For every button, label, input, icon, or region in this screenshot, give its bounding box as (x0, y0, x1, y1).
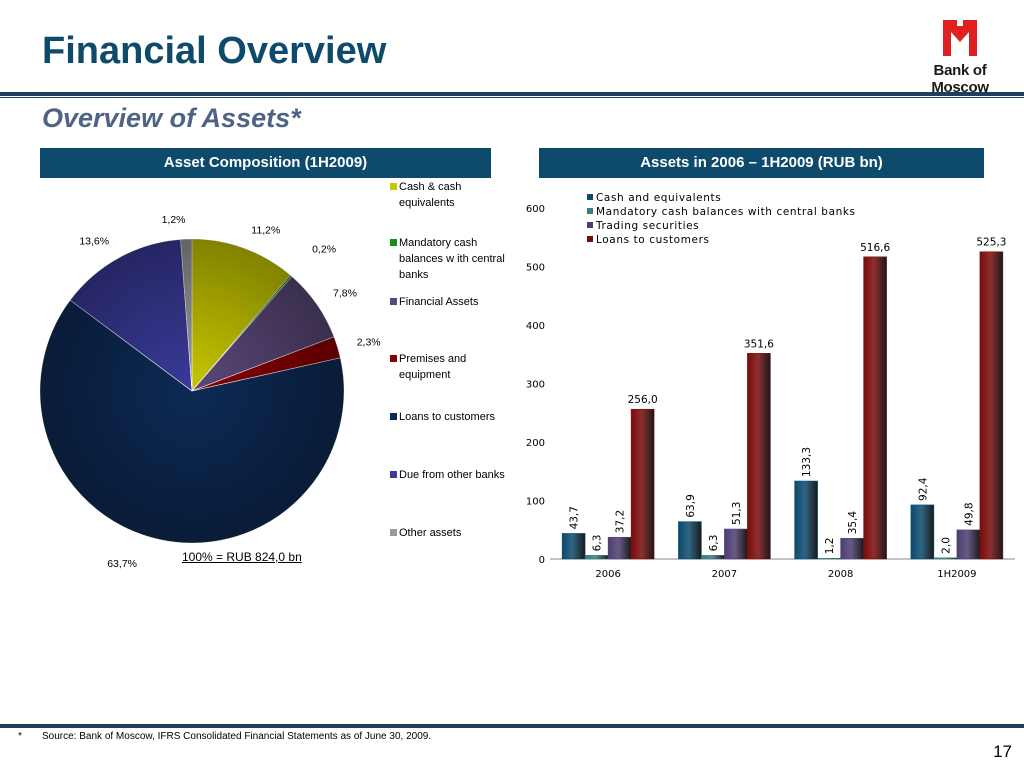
pie-legend-label-other-assets: Other assets (399, 527, 462, 539)
page-number: 17 (993, 742, 1012, 761)
bar-cash-and-equivalents-2008 (794, 480, 818, 560)
asset-composition-pie-chart: 11,2% 0,2% 7,8% 2,3% 63,7% 13,6% 1,2% Cash & c… (39, 181, 505, 570)
bar-cash-and-equivalents-2007 (678, 521, 702, 560)
pie-legend-label-premises-and-equipment: Premises and (399, 353, 466, 365)
bar-panel-header: Assets in 2006 – 1H2009 (RUB bn) (539, 148, 984, 178)
bar-cash-and-equivalents-1h2009 (910, 504, 935, 560)
pie-label-due-from-other-banks: 13,6% (79, 235, 109, 247)
bar-x-tick-2008: 2008 (828, 569, 853, 580)
bar-x-tick-2006: 2006 (595, 569, 620, 580)
bar-legend-swatch-trading-securities (587, 222, 593, 228)
bar-loans-to-customers-2007 (747, 353, 771, 560)
bar-cash-and-equivalents-2006 (561, 533, 586, 560)
bar-mandatory-cash-balances-with-central-banks-1h2009 (933, 557, 958, 560)
section-subtitle: Overview of Assets* (42, 103, 301, 133)
logo-text: Bank of Moscow (931, 62, 989, 96)
bar-y-tick-600: 600 (526, 204, 545, 215)
footnote-marker: * (18, 731, 22, 742)
pie-legend-swatch-mandatory-cash-balances-with-central-banks (390, 239, 397, 246)
bank-logo: Bank of Moscow (905, 16, 1015, 96)
bar-label-trading-securities-2008: 35,4 (847, 511, 859, 535)
bar-loans-to-customers-1h2009 (979, 251, 1004, 560)
bar-label-cash-and-equivalents-2007: 63,9 (685, 494, 697, 517)
bar-legend-swatch-mandatory-cash-balances-with-central-banks (587, 208, 593, 214)
bar-x-tick-2007: 2007 (712, 569, 737, 580)
pie-legend-swatch-other-assets (390, 529, 397, 536)
bar-mandatory-cash-balances-with-central-banks-2007 (701, 555, 725, 560)
bar-label-cash-and-equivalents-2006: 43,7 (569, 506, 581, 529)
pie-label-cash-cash-equivalents: 11,2% (251, 225, 280, 237)
bar-legend-label-cash-and-equivalents: Cash and equivalents (596, 192, 721, 204)
bar-legend-label-mandatory-cash-balances-with-central-banks: Mandatory cash balances with central ban… (596, 206, 856, 218)
pie-legend-label-mandatory-cash-balances-with-central-banks-3: banks (399, 269, 429, 281)
pie-legend-label-cash-cash-equivalents: Cash & cash (399, 181, 461, 193)
header-rule-thin (0, 97, 1024, 98)
bar-y-tick-500: 500 (526, 263, 545, 274)
pie-legend-label-cash-cash-equivalents-2: equivalents (399, 197, 455, 209)
header-rule (0, 92, 1024, 96)
pie-panel-header: Asset Composition (1H2009) (40, 148, 491, 178)
pie-legend-swatch-premises-and-equipment (390, 355, 397, 362)
bar-label-loans-to-customers-2008: 516,6 (860, 242, 890, 254)
bank-logo-icon (943, 20, 977, 56)
bar-loans-to-customers-2006 (630, 408, 655, 560)
bar-y-tick-300: 300 (526, 380, 545, 391)
pie-legend-label-mandatory-cash-balances-with-central-banks-2: balances w ith central (399, 253, 505, 265)
pie-label-premises-and-equipment: 2,3% (357, 337, 381, 349)
pie-total-label: 100% = RUB 824,0 bn (182, 550, 302, 564)
pie-label-other-assets: 1,2% (162, 214, 186, 226)
bar-trading-securities-1h2009 (956, 529, 981, 560)
bar-y-tick-400: 400 (526, 321, 545, 332)
bar-label-loans-to-customers-2007: 351,6 (744, 338, 774, 350)
pie-label-financial-assets: 7,8% (333, 288, 357, 300)
bar-trading-securities-2006 (607, 536, 632, 560)
bar-legend-swatch-loans-to-customers (587, 236, 593, 242)
pie-legend-label-premises-and-equipment-2: equipment (399, 369, 450, 381)
pie-legend-swatch-loans-to-customers (390, 413, 397, 420)
bar-trading-securities-2008 (840, 538, 864, 560)
pie-legend-label-loans-to-customers: Loans to customers (399, 411, 495, 423)
bar-label-mandatory-cash-balances-with-central-banks-2007: 6,3 (708, 535, 720, 552)
bar-label-trading-securities-2006: 37,2 (615, 510, 627, 533)
bar-x-tick-1h2009: 1H2009 (937, 569, 976, 580)
bar-label-mandatory-cash-balances-with-central-banks-1h2009: 2,0 (940, 537, 952, 554)
footer-rule (0, 724, 1024, 728)
bar-label-loans-to-customers-2006: 256,0 (628, 394, 658, 406)
page-title: Financial Overview (42, 30, 387, 72)
bar-label-cash-and-equivalents-2008: 133,3 (801, 447, 813, 477)
bar-y-tick-100: 100 (526, 497, 545, 508)
bar-label-trading-securities-2007: 51,3 (731, 502, 743, 525)
pie-legend-label-due-from-other-banks: Due from other banks (399, 469, 505, 481)
bar-y-tick-200: 200 (526, 438, 545, 449)
bar-label-mandatory-cash-balances-with-central-banks-2008: 1,2 (824, 538, 836, 555)
bar-label-cash-and-equivalents-1h2009: 92,4 (917, 477, 929, 501)
pie-legend-swatch-financial-assets (390, 298, 397, 305)
bar-legend-label-trading-securities: Trading securities (595, 220, 699, 232)
bar-label-loans-to-customers-1h2009: 525,3 (976, 237, 1006, 249)
bar-label-trading-securities-1h2009: 49,8 (963, 502, 975, 525)
pie-legend-label-financial-assets: Financial Assets (399, 296, 479, 308)
pie-legend-swatch-cash-cash-equivalents (390, 183, 397, 190)
bar-mandatory-cash-balances-with-central-banks-2008 (817, 558, 841, 560)
footnote-source: Source: Bank of Moscow, IFRS Consolidate… (42, 731, 432, 742)
pie-legend-swatch-due-from-other-banks (390, 471, 397, 478)
pie-legend-label-mandatory-cash-balances-with-central-banks: Mandatory cash (399, 237, 477, 249)
bar-label-mandatory-cash-balances-with-central-banks-2006: 6,3 (592, 535, 604, 552)
assets-bar-chart: 0 100 200 300 400 500 600 2006 2007 2008 1H2009 43… (526, 192, 1015, 580)
pie-label-loans-to-customers: 63,7% (107, 558, 137, 570)
bar-legend-swatch-cash-and-equivalents (587, 194, 593, 200)
pie-label-mandatory-cash-balances-with-central-banks: 0,2% (312, 244, 336, 256)
bar-trading-securities-2007 (724, 528, 748, 560)
bar-y-tick-0: 0 (539, 555, 545, 566)
bar-legend-label-loans-to-customers: Loans to customers (596, 234, 710, 246)
bar-mandatory-cash-balances-with-central-banks-2006 (584, 555, 609, 560)
bar-loans-to-customers-2008 (863, 256, 887, 560)
